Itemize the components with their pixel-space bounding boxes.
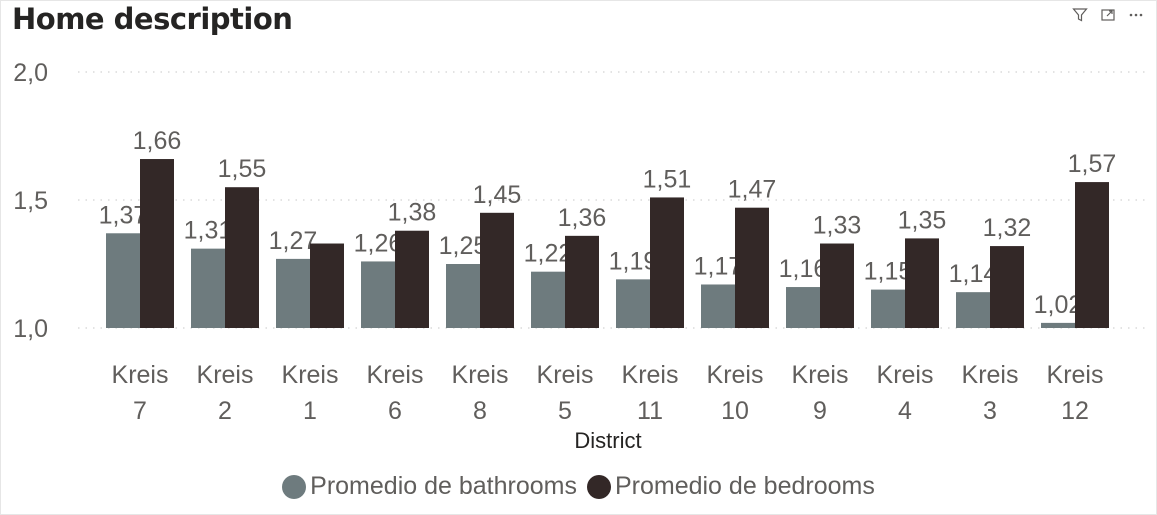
data-label-bedrooms: 1,51 bbox=[643, 165, 692, 193]
x-tick-label: Kreis bbox=[112, 361, 169, 389]
bar-bedrooms bbox=[1075, 182, 1109, 328]
x-tick-label: 7 bbox=[133, 397, 147, 425]
data-label-bedrooms: 1,57 bbox=[1068, 150, 1117, 178]
x-tick-label: Kreis bbox=[792, 361, 849, 389]
bar-bathrooms bbox=[191, 248, 225, 328]
bar-bathrooms bbox=[956, 292, 990, 328]
bar-bedrooms bbox=[225, 187, 259, 328]
bar-bathrooms bbox=[531, 271, 565, 328]
bar-bathrooms bbox=[276, 258, 310, 328]
more-options-icon[interactable] bbox=[1127, 6, 1145, 24]
bar-bedrooms bbox=[480, 212, 514, 328]
legend-label-bathrooms: Promedio de bathrooms bbox=[310, 472, 577, 500]
legend-item-bathrooms[interactable]: Promedio de bathrooms bbox=[282, 472, 577, 501]
bar-bathrooms bbox=[616, 279, 650, 328]
x-tick-label: 12 bbox=[1061, 397, 1089, 425]
x-tick-label: Kreis bbox=[537, 361, 594, 389]
data-label-bathrooms: 1,02 bbox=[1034, 291, 1083, 319]
x-tick-label: Kreis bbox=[1047, 361, 1104, 389]
y-tick-label: 1,0 bbox=[13, 315, 48, 343]
data-label-bedrooms: 1,38 bbox=[388, 199, 437, 227]
legend-label-bedrooms: Promedio de bedrooms bbox=[614, 472, 875, 500]
x-tick-label: Kreis bbox=[452, 361, 509, 389]
filter-icon[interactable] bbox=[1071, 6, 1089, 24]
data-label-bedrooms: 1,47 bbox=[728, 176, 777, 204]
x-tick-label: Kreis bbox=[622, 361, 679, 389]
bar-bedrooms bbox=[650, 197, 684, 328]
x-tick-label: 4 bbox=[898, 397, 912, 425]
x-tick-label: 11 bbox=[637, 397, 663, 425]
y-tick-label: 2,0 bbox=[13, 59, 48, 87]
y-tick-label: 1,5 bbox=[13, 187, 48, 215]
bar-bathrooms bbox=[871, 289, 905, 328]
legend: Promedio de bathrooms Promedio de bedroo… bbox=[0, 472, 1157, 501]
bar-bedrooms bbox=[735, 207, 769, 328]
data-label-bathrooms: 1,25 bbox=[439, 232, 488, 260]
bar-bathrooms bbox=[446, 264, 480, 328]
data-label-bedrooms: 1,45 bbox=[473, 181, 522, 209]
data-label-bathrooms: 1,31 bbox=[184, 217, 233, 245]
bar-bedrooms bbox=[565, 235, 599, 328]
x-tick-label: Kreis bbox=[197, 361, 254, 389]
data-label-bathrooms: 1,16 bbox=[779, 255, 828, 283]
data-label-bathrooms: 1,14 bbox=[949, 260, 998, 288]
bar-bedrooms bbox=[395, 230, 429, 328]
data-label-bathrooms: 1,19 bbox=[609, 247, 658, 275]
x-tick-label: 5 bbox=[558, 397, 572, 425]
x-tick-label: 9 bbox=[813, 397, 827, 425]
data-label-bathrooms: 1,37 bbox=[99, 201, 148, 229]
data-label-bathrooms: 1,15 bbox=[864, 258, 913, 286]
x-tick-label: Kreis bbox=[282, 361, 339, 389]
x-tick-label: 2 bbox=[218, 397, 232, 425]
data-label-bedrooms: 1,35 bbox=[898, 206, 947, 234]
x-tick-label: 6 bbox=[388, 397, 402, 425]
data-label-bedrooms: 1,33 bbox=[813, 212, 862, 240]
data-label-bedrooms: 1,32 bbox=[983, 214, 1032, 242]
focus-mode-icon[interactable] bbox=[1099, 6, 1117, 24]
x-tick-label: Kreis bbox=[367, 361, 424, 389]
x-tick-label: Kreis bbox=[877, 361, 934, 389]
bar-bedrooms bbox=[310, 243, 344, 328]
data-label-bathrooms: 1,22 bbox=[524, 240, 573, 268]
bar-bathrooms bbox=[786, 287, 820, 328]
data-label-bathrooms: 1,27 bbox=[269, 227, 318, 255]
bar-bathrooms bbox=[1041, 322, 1075, 328]
legend-item-bedrooms[interactable]: Promedio de bedrooms bbox=[586, 472, 875, 501]
data-label-bedrooms: 1,66 bbox=[133, 127, 182, 155]
bar-chart: 1,0 1,5 2,0 1,37 1,66 Kreis 7 1,31 1,55 Kreis 2 1,2… bbox=[13, 59, 1145, 453]
bar-bedrooms bbox=[905, 238, 939, 328]
legend-marker-bathrooms bbox=[282, 474, 307, 499]
bar-bathrooms bbox=[361, 261, 395, 328]
visual-header-icons bbox=[1071, 6, 1145, 24]
chart-title: Home description bbox=[12, 2, 293, 36]
bar-bathrooms bbox=[701, 284, 735, 328]
data-label-bedrooms: 1,55 bbox=[218, 155, 267, 183]
bar-bedrooms bbox=[990, 246, 1024, 328]
bar-bathrooms bbox=[106, 233, 140, 328]
x-tick-label: 10 bbox=[721, 397, 749, 425]
x-tick-label: 1 bbox=[303, 397, 317, 425]
data-label-bathrooms: 1,17 bbox=[694, 252, 743, 280]
x-axis-title: District bbox=[574, 428, 641, 453]
x-tick-label: 3 bbox=[983, 397, 997, 425]
data-label-bedrooms: 1,36 bbox=[558, 204, 607, 232]
legend-marker-bedrooms bbox=[586, 474, 611, 499]
x-tick-label: Kreis bbox=[962, 361, 1019, 389]
bar-bedrooms bbox=[820, 243, 854, 328]
x-tick-label: 8 bbox=[473, 397, 487, 425]
bar-bedrooms bbox=[140, 159, 174, 328]
x-tick-label: Kreis bbox=[707, 361, 764, 389]
data-label-bathrooms: 1,26 bbox=[354, 229, 403, 257]
